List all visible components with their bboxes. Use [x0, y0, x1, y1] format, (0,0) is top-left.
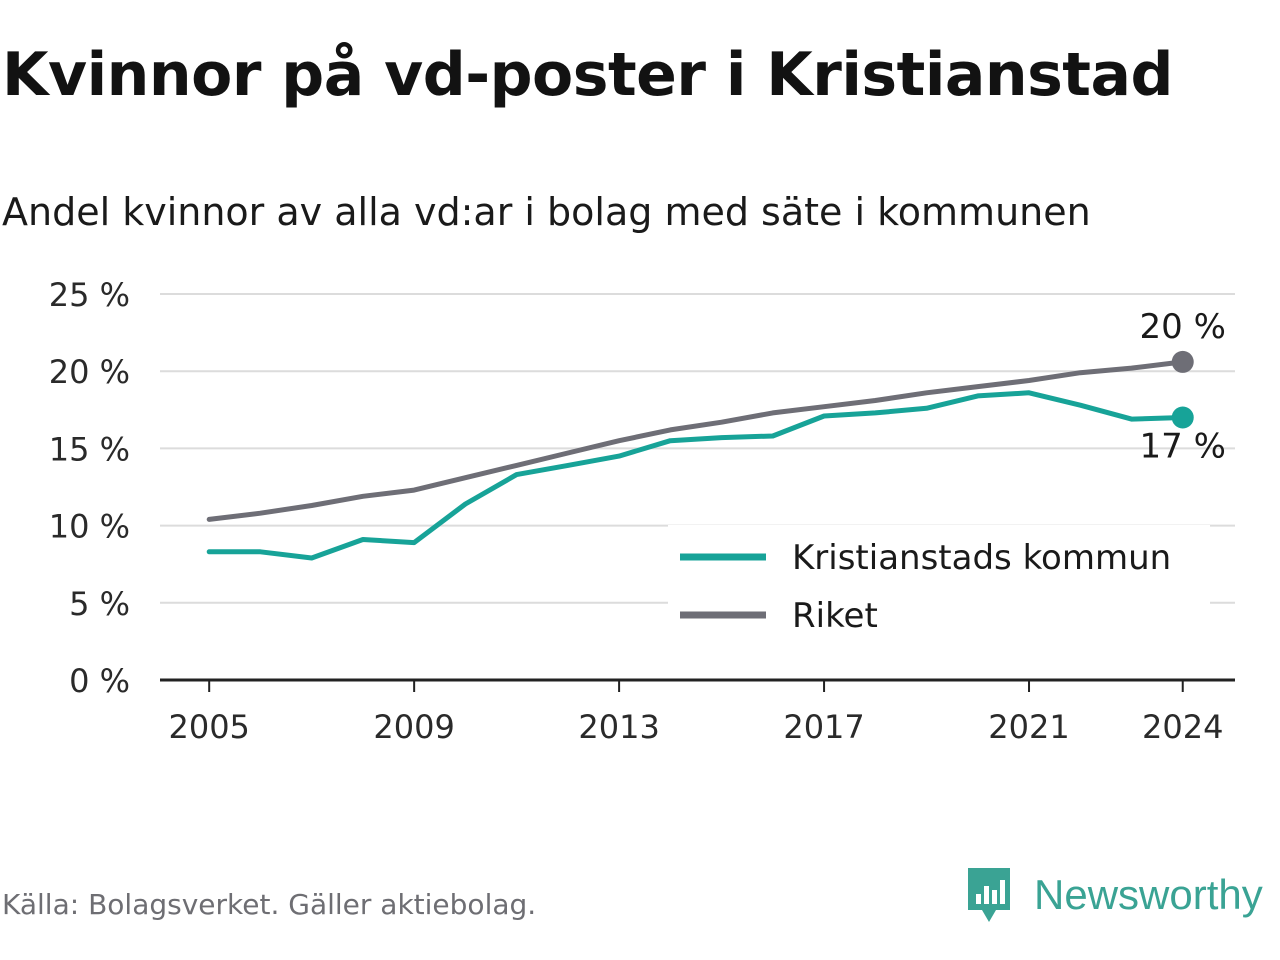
series-line: [206, 359, 1186, 522]
line-chart: 0 %5 %10 %15 %20 %25 % 2005 2009 2013 2017 2…: [49, 276, 1235, 746]
y-tick-label: 10 %: [49, 508, 130, 546]
y-tick-label: 0 %: [69, 662, 130, 700]
series-end-marker: [1171, 406, 1194, 429]
brand-name: Newsworthy: [1034, 871, 1263, 918]
brand-logo: Newsworthy: [964, 862, 1263, 928]
chart-title: Kvinnor på vd-poster i Kristianstad: [2, 40, 1173, 110]
x-tick-label: 2009: [373, 708, 454, 746]
y-axis: 0 % 5 % 10 % 15 % 20 % 25 %: [49, 276, 130, 700]
newsworthy-logo-icon: [968, 868, 1010, 922]
y-tick-label: 20 %: [49, 353, 130, 391]
x-tick-label: 2017: [783, 708, 864, 746]
chart-subtitle: Andel kvinnor av alla vd:ar i bolag med …: [2, 190, 1091, 234]
x-tick-label: 2021: [988, 708, 1069, 746]
series: [206, 350, 1194, 561]
end-labels: 17 % 20 %: [1140, 307, 1226, 467]
x-tick-label: 2024: [1142, 708, 1223, 746]
series-end-label: 17 %: [1140, 427, 1226, 467]
y-tick-label: 5 %: [69, 585, 130, 623]
y-tick-label: 25 %: [49, 276, 130, 314]
legend: Kristianstads kommun Riket: [668, 525, 1210, 637]
x-tick-label: 2005: [168, 708, 249, 746]
series-end-label: 20 %: [1140, 307, 1226, 347]
legend-label: Riket: [792, 596, 878, 636]
x-tick-label: 2013: [578, 708, 659, 746]
y-tick-label: 15 %: [49, 430, 130, 468]
series-line: [206, 390, 1186, 561]
series-end-marker: [1171, 350, 1194, 373]
x-axis: 2005 2009 2013 2017 2021 2024: [160, 678, 1235, 746]
legend-label: Kristianstads kommun: [792, 538, 1171, 578]
source-note: Källa: Bolagsverket. Gäller aktiebolag.: [2, 888, 537, 921]
